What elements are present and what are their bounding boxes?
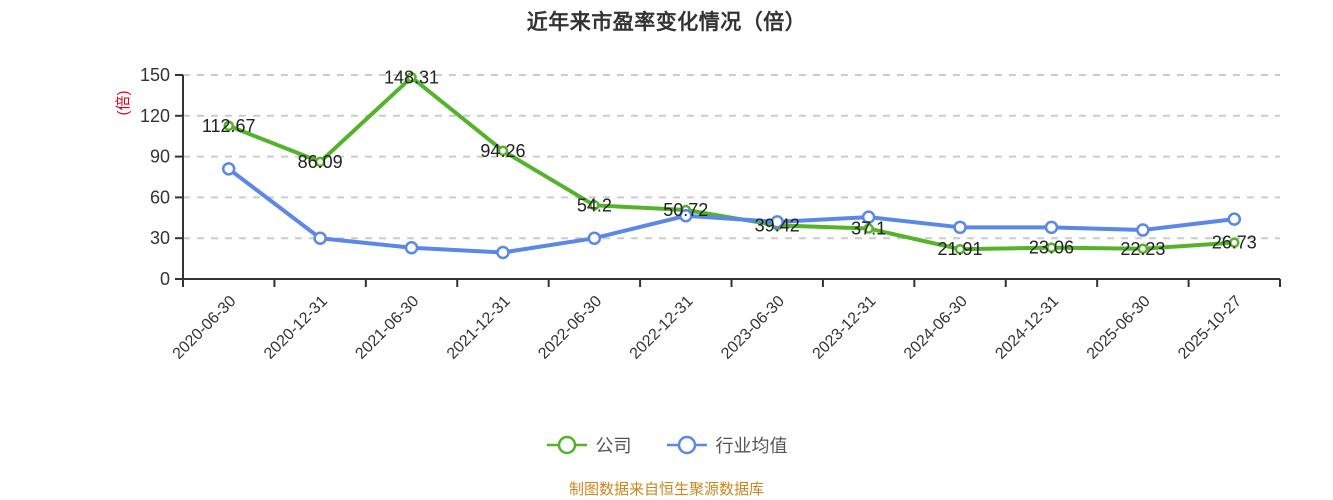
data-point-series-1[interactable] xyxy=(770,215,784,229)
x-axis-label: 2020-06-30 xyxy=(170,293,240,363)
data-point-series-0[interactable] xyxy=(223,120,234,132)
data-point-series-0[interactable] xyxy=(863,223,874,234)
value-label: 112.67 xyxy=(202,116,256,136)
series-line-0 xyxy=(226,75,1237,252)
data-point-series-1[interactable] xyxy=(861,210,876,224)
chart-title: 近年来市盈率变化情况（倍） xyxy=(526,11,807,34)
value-label: 22.23 xyxy=(1120,239,1165,259)
legend-marker-0 xyxy=(546,435,587,455)
data-point-series-1[interactable] xyxy=(679,209,693,223)
data-source-note: 制图数据来自恒生聚源数据库 xyxy=(568,481,764,498)
x-axis-label: 2020-12-31 xyxy=(261,293,331,363)
data-point-series-1[interactable] xyxy=(587,231,602,245)
value-label: 148.31 xyxy=(384,67,439,87)
y-axis-label: 60 xyxy=(150,187,170,207)
x-axis-label: 2022-06-30 xyxy=(535,293,605,363)
data-point-series-0[interactable] xyxy=(497,145,509,157)
value-label: 39.42 xyxy=(755,215,800,235)
y-axis-label: 120 xyxy=(140,106,170,126)
legend-marker-1 xyxy=(666,435,707,455)
x-axis-label: 2021-12-31 xyxy=(444,293,514,363)
legend: 公司 行业均值 xyxy=(0,432,1333,458)
data-point-series-1[interactable] xyxy=(496,245,510,260)
data-point-series-0[interactable] xyxy=(314,156,326,168)
value-label: 94.26 xyxy=(480,141,525,161)
data-point-series-1[interactable] xyxy=(1227,212,1242,226)
x-axis-label: 2024-06-30 xyxy=(901,293,971,363)
data-point-series-1[interactable] xyxy=(404,240,419,255)
data-point-series-1[interactable] xyxy=(313,231,327,245)
data-point-series-1[interactable] xyxy=(1136,223,1150,237)
data-point-series-1[interactable] xyxy=(953,220,967,235)
data-point-series-0[interactable] xyxy=(1137,243,1149,255)
x-axis-label: 2025-06-30 xyxy=(1084,293,1154,363)
legend-label-company: 公司 xyxy=(595,436,632,456)
data-point-series-0[interactable] xyxy=(1046,242,1057,253)
legend-item-company[interactable]: 公司 xyxy=(546,432,632,458)
value-label: 21.91 xyxy=(938,239,983,259)
data-point-series-0[interactable] xyxy=(589,200,600,211)
legend-item-industry-average[interactable]: 行业均值 xyxy=(666,432,788,458)
x-axis-label: 2023-12-31 xyxy=(810,293,880,363)
data-point-series-1[interactable] xyxy=(221,162,236,176)
x-axis-label: 2023-06-30 xyxy=(718,293,788,363)
x-axis-label: 2021-06-30 xyxy=(352,293,422,363)
y-axis-unit-label: (倍) xyxy=(115,91,132,116)
series-line-1 xyxy=(226,166,1237,255)
x-axis-label: 2024-12-31 xyxy=(992,293,1062,363)
value-label: 50.72 xyxy=(663,200,708,220)
value-label: 86.09 xyxy=(298,152,343,172)
data-point-series-0[interactable] xyxy=(1229,237,1240,248)
y-axis-label: 90 xyxy=(150,147,170,167)
y-axis-label: 0 xyxy=(160,269,170,289)
legend-label-industry-average: 行业均值 xyxy=(715,436,788,456)
x-axis-label: 2025-10-27 xyxy=(1175,293,1245,363)
x-axis-label: 2022-12-31 xyxy=(627,293,697,363)
data-point-series-1[interactable] xyxy=(1044,220,1059,235)
value-label: 26.73 xyxy=(1212,233,1257,253)
value-label: 54.2 xyxy=(577,195,612,215)
y-axis-label: 30 xyxy=(150,228,170,248)
value-label: 23.06 xyxy=(1029,238,1074,258)
chart-svg: 0 30 60 90 120 150 2020-06-30 2020-12-31 2021-06… xyxy=(115,65,1281,363)
data-point-series-0[interactable] xyxy=(954,243,966,255)
value-label: 37.1 xyxy=(851,219,886,239)
data-point-series-0[interactable] xyxy=(406,72,417,83)
y-axis-label: 150 xyxy=(140,65,170,85)
